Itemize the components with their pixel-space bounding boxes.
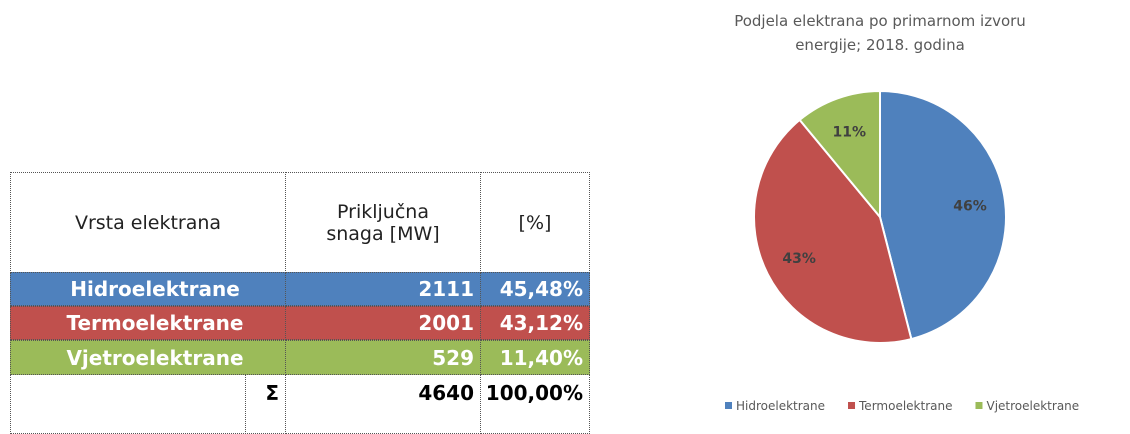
row-label: Termoelektrane <box>10 306 286 340</box>
page: Vrsta elektrana Priključna snaga [MW] [%… <box>10 12 1080 434</box>
header-cell: Priključna snaga [MW] <box>285 172 481 273</box>
row-value: 2111 <box>285 272 481 306</box>
data-label: 46% <box>953 199 987 215</box>
row-label: Hidroelektrane <box>10 272 286 306</box>
row-value: 2001 <box>285 306 481 340</box>
legend-swatch <box>725 402 732 409</box>
data-label: 11% <box>833 125 867 141</box>
row-label: Vjetroelektrane <box>10 340 286 375</box>
pie-slice <box>753 118 913 344</box>
legend-label: Termoelektrane <box>858 399 952 413</box>
total-percent: 100,00% <box>480 374 590 434</box>
total-value: 4640 <box>285 374 481 434</box>
data-label: 43% <box>782 251 816 267</box>
legend-label: Vjetroelektrane <box>986 399 1079 413</box>
legend-swatch <box>848 402 856 409</box>
header-cell: Vrsta elektrana <box>10 172 286 273</box>
sum-symbol: Σ <box>245 374 286 434</box>
pie-slice <box>879 89 1007 341</box>
row-value: 529 <box>285 340 481 375</box>
chart-title: Podjela elektrana po primarnom izvoru ene… <box>734 12 1026 54</box>
row-percent: 43,12% <box>480 306 590 340</box>
header-cell: [%] <box>480 172 590 273</box>
row-percent: 11,40% <box>480 340 590 375</box>
pie-slice <box>798 89 881 220</box>
empty-cell <box>10 374 246 434</box>
legend-label: Hidroelektrane <box>736 399 825 413</box>
row-percent: 45,48% <box>480 272 590 306</box>
chart: Podjela elektrana po primarnom izvoru ene… <box>725 12 1079 413</box>
legend-swatch <box>975 402 983 409</box>
